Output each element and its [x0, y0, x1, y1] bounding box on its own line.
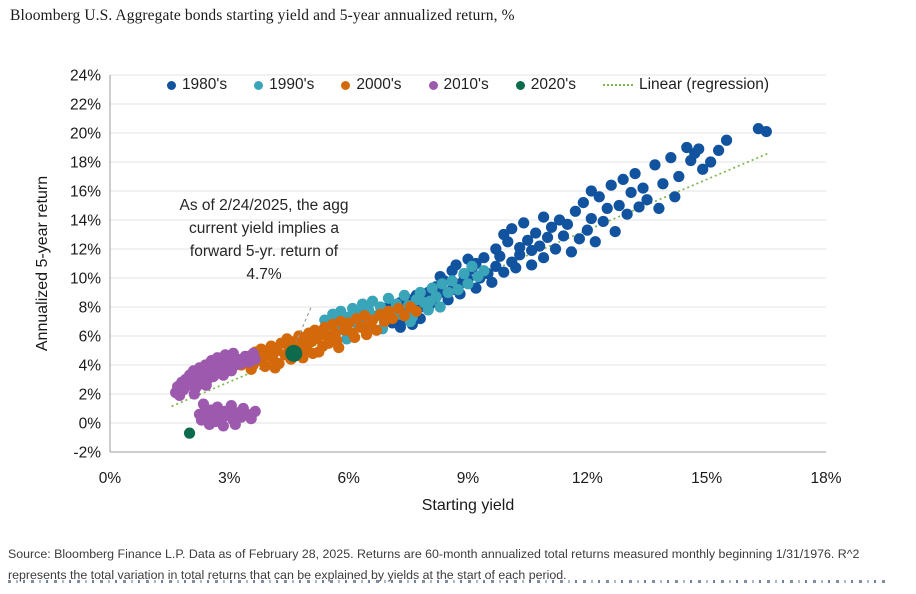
annotation-line-3: forward 5-yr. return of: [189, 243, 339, 260]
legend-regression-line-icon: [602, 84, 633, 86]
svg-text:Starting yield: Starting yield: [422, 497, 515, 514]
legend-item-regression: Linear (regression): [602, 76, 770, 94]
svg-text:6%: 6%: [79, 329, 102, 346]
legend-label-2020s: 2020's: [530, 76, 576, 93]
annotation: As of 2/24/2025, the agg current yield i…: [156, 194, 372, 286]
legend-item-2000s: 2000's: [341, 76, 402, 94]
legend-marker-1980s-icon: [166, 80, 176, 90]
svg-text:18%: 18%: [810, 470, 841, 487]
legend: 1980's 1990's 2000's 2010's 2020's Linea…: [110, 76, 826, 94]
svg-text:4%: 4%: [79, 358, 102, 375]
svg-text:8%: 8%: [79, 300, 102, 317]
annotation-line-2: current yield implies a: [189, 220, 339, 237]
svg-text:12%: 12%: [572, 470, 603, 487]
legend-marker-2010s-icon: [428, 80, 438, 90]
svg-text:22%: 22%: [70, 97, 101, 114]
svg-text:15%: 15%: [691, 470, 722, 487]
cropped-content-strip: [8, 580, 888, 583]
legend-label-2000s: 2000's: [356, 76, 402, 93]
svg-text:3%: 3%: [218, 470, 241, 487]
svg-text:6%: 6%: [337, 470, 360, 487]
legend-label-2010s: 2010's: [443, 76, 489, 93]
chart-title: Bloomberg U.S. Aggregate bonds starting …: [10, 7, 515, 24]
legend-item-1980s: 1980's: [166, 76, 228, 94]
plot-svg: 24% 22% 20% 18% 16% 14% 12% 10% 8% 6% 4% 2% 0% -2% 0% 3…: [34, 68, 842, 515]
svg-text:-2%: -2%: [73, 445, 101, 462]
svg-text:12%: 12%: [70, 242, 101, 259]
svg-text:2%: 2%: [79, 387, 102, 404]
annotation-line-4: 4.7%: [246, 266, 282, 283]
svg-text:0%: 0%: [99, 470, 122, 487]
svg-text:0%: 0%: [79, 416, 102, 433]
legend-item-1990s: 1990's: [254, 76, 314, 94]
legend-marker-2020s-icon: [515, 80, 525, 90]
svg-text:Annualized 5-year return: Annualized 5-year return: [34, 176, 51, 351]
svg-text:20%: 20%: [70, 126, 101, 143]
legend-label-regression: Linear (regression): [638, 76, 770, 93]
svg-text:10%: 10%: [70, 271, 101, 288]
svg-text:14%: 14%: [70, 213, 101, 230]
legend-marker-1990s-icon: [254, 80, 264, 90]
svg-text:24%: 24%: [70, 68, 101, 85]
legend-marker-2000s-icon: [341, 80, 351, 90]
source-note: Source: Bloomberg Finance L.P. Data as o…: [8, 547, 860, 582]
legend-item-2010s: 2010's: [428, 76, 489, 94]
legend-label-1990s: 1990's: [269, 76, 315, 93]
legend-item-2020s: 2020's: [515, 76, 576, 94]
legend-label-1980s: 1980's: [181, 76, 228, 93]
annotation-line-1: As of 2/24/2025, the agg: [179, 197, 349, 214]
svg-text:18%: 18%: [70, 155, 101, 172]
svg-text:16%: 16%: [70, 184, 101, 201]
svg-text:9%: 9%: [457, 470, 480, 487]
